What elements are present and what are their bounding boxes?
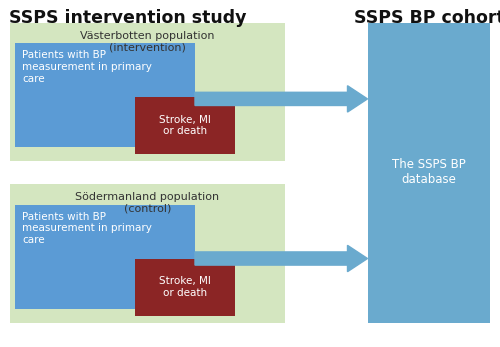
Text: Södermanland population
(control): Södermanland population (control) [76,192,220,213]
Bar [15,205,195,309]
Text: Patients with BP
measurement in primary
care: Patients with BP measurement in primary … [22,212,152,245]
Text: The SSPS BP
database: The SSPS BP database [392,159,466,186]
Bar [15,43,195,147]
Bar [368,23,490,323]
Text: Västerbotten population
(intervention): Västerbotten population (intervention) [80,31,215,52]
Text: Patients with BP
measurement in primary
care: Patients with BP measurement in primary … [22,50,152,84]
Bar [135,259,235,316]
Text: SSPS BP cohort: SSPS BP cohort [354,9,500,27]
FancyArrow shape [195,86,368,112]
FancyArrow shape [195,245,368,272]
Bar [10,23,285,161]
Text: Stroke, MI
or death: Stroke, MI or death [159,276,211,298]
Text: Stroke, MI
or death: Stroke, MI or death [159,115,211,136]
Text: SSPS intervention study: SSPS intervention study [9,9,246,27]
Bar [135,97,235,154]
Bar [10,184,285,323]
